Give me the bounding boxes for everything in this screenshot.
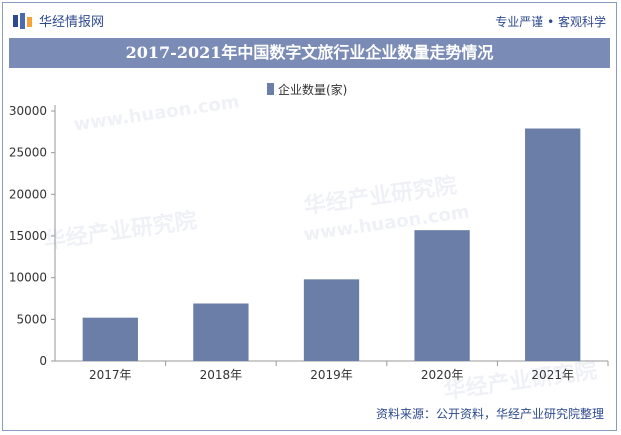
chart-title: 2017-2021年中国数字文旅行业企业数量走势情况 bbox=[9, 38, 610, 68]
y-tick-label: 30000 bbox=[9, 104, 47, 118]
x-tick-label: 2017年 bbox=[89, 368, 132, 382]
brand-name: 华经情报网 bbox=[39, 15, 105, 30]
legend-label: 企业数量(家) bbox=[278, 82, 347, 97]
brand: 华经情报网 bbox=[13, 11, 104, 30]
bar bbox=[303, 279, 360, 361]
bar bbox=[82, 317, 138, 361]
y-tick-label: 20000 bbox=[9, 187, 47, 201]
x-tick-label: 2018年 bbox=[200, 368, 243, 382]
bar bbox=[414, 230, 470, 361]
y-tick-label: 25000 bbox=[9, 146, 47, 160]
y-tick-label: 5000 bbox=[16, 312, 47, 326]
bar bbox=[525, 128, 581, 361]
brand-logo-icon bbox=[13, 12, 32, 29]
x-tick-label: 2021年 bbox=[531, 368, 574, 382]
x-tick-label: 2020年 bbox=[421, 368, 464, 382]
source-note: 资料来源：公开资料，华经产业研究院整理 bbox=[375, 407, 604, 421]
legend-swatch bbox=[267, 83, 274, 95]
slogan: 专业严谨 • 客观科学 bbox=[495, 15, 606, 29]
y-tick-label: 10000 bbox=[9, 271, 47, 285]
header-bar: 华经情报网 专业严谨 • 客观科学 bbox=[3, 3, 616, 37]
bar-chart: 企业数量(家) 0 5000 10000 15000 20000 25000 30000 201… bbox=[9, 82, 609, 382]
y-tick-label: 0 bbox=[39, 354, 47, 368]
bar bbox=[193, 303, 249, 361]
chart-frame: 华经情报网 专业严谨 • 客观科学 2017-2021年中国数字文旅行业企业数量… bbox=[2, 2, 617, 431]
x-tick-label: 2019年 bbox=[310, 368, 353, 382]
y-tick-label: 15000 bbox=[9, 229, 47, 243]
